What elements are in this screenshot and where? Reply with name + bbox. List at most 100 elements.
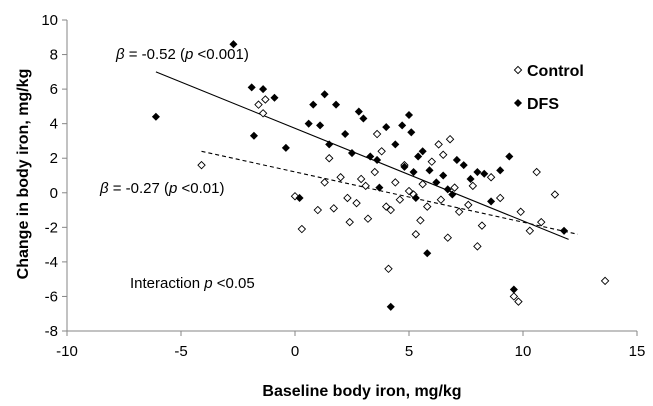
dfs-point [259, 85, 268, 94]
dfs-beta-text: = -0.52 ( [125, 46, 185, 63]
dfs-point [375, 183, 384, 192]
control-point [381, 202, 391, 211]
x-tick-label: -5 [174, 343, 187, 360]
dfs-point [295, 193, 304, 202]
dfs-point [496, 166, 505, 175]
dfs-point [359, 114, 368, 123]
dfs-point [347, 149, 357, 158]
control-point [532, 167, 541, 177]
dfs-point [391, 140, 400, 149]
control-point [445, 134, 455, 144]
interaction-p-text: <0.05 [213, 275, 255, 292]
control-point [468, 181, 478, 191]
dfs-point [473, 168, 482, 177]
legend: Control DFS [513, 63, 584, 113]
dfs-p-symbol: p [184, 46, 193, 63]
legend-control-marker [513, 65, 523, 75]
control-point [418, 179, 427, 189]
legend-control-diamond [513, 65, 523, 75]
y-tick-label: 10 [41, 12, 58, 29]
x-tick-label: 0 [291, 343, 299, 360]
y-tick-label: -4 [45, 254, 58, 271]
dfs-point [373, 155, 382, 164]
control-point [450, 183, 459, 192]
dfs-point [409, 168, 418, 177]
control-point [427, 157, 437, 166]
control-point [525, 226, 535, 236]
dfs-point [452, 155, 461, 164]
dfs-point [325, 140, 334, 149]
dfs-point [459, 161, 468, 170]
interaction-text: Interaction [130, 275, 204, 292]
control-point [423, 202, 432, 211]
control-point [386, 205, 395, 215]
dfs-point [448, 190, 457, 199]
y-axis-ticks: -8 -6 -4 -2 0 2 4 6 8 10 [41, 12, 67, 340]
control-point [514, 297, 523, 306]
legend-dfs-marker [513, 98, 523, 108]
control-point [324, 153, 334, 163]
control-point [313, 205, 323, 215]
dfs-point [432, 178, 441, 187]
control-point [404, 186, 414, 196]
control-point [258, 109, 268, 118]
interaction-p-symbol: p [203, 275, 212, 292]
dfs-fit-line [155, 71, 569, 240]
x-tick-label: -10 [56, 343, 78, 360]
y-tick-label: -2 [45, 219, 58, 236]
control-point [473, 242, 482, 251]
control-point [320, 178, 329, 187]
dfs-point [249, 131, 258, 140]
dfs-point [411, 193, 420, 202]
x-tick-label: 5 [405, 343, 413, 360]
dfs-point [439, 171, 448, 180]
dfs-point [404, 111, 414, 120]
dfs-point [354, 107, 363, 116]
control-point [254, 100, 263, 109]
control-point [345, 217, 354, 227]
dfs-point [366, 152, 375, 161]
dfs-p-text: <0.001) [193, 46, 248, 63]
regression-lines [155, 71, 578, 240]
dfs-point [509, 285, 518, 294]
dfs-point [151, 112, 160, 121]
dfs-point [400, 162, 409, 171]
y-tick-label: 2 [50, 150, 58, 167]
dfs-point [316, 121, 325, 130]
control-point [516, 207, 525, 217]
control-point [600, 276, 610, 286]
dfs-point [505, 152, 514, 161]
dfs-point [341, 130, 350, 139]
control-point [356, 174, 366, 184]
control-point [550, 190, 560, 199]
dfs-point [386, 302, 395, 311]
control-point [443, 233, 452, 242]
dfs-point [487, 197, 496, 206]
dfs-point [309, 100, 318, 109]
control-beta-symbol: β [99, 180, 109, 197]
dfs-point [425, 166, 434, 175]
dfs-point [423, 249, 432, 258]
control-point [329, 204, 338, 213]
control-point [477, 221, 487, 230]
control-point [537, 217, 546, 227]
control-point [361, 181, 370, 191]
control-p-text: <0.01) [177, 180, 224, 197]
control-point [363, 214, 373, 223]
control-point [438, 150, 448, 160]
control-point [416, 216, 425, 225]
control-point [197, 160, 206, 170]
control-point [395, 195, 405, 204]
control-point [336, 172, 345, 182]
axes [66, 20, 637, 332]
control-point [391, 178, 400, 187]
control-fit-line [201, 150, 578, 235]
control-point [297, 224, 307, 234]
dfs-point [480, 169, 489, 178]
y-tick-label: 4 [50, 116, 58, 133]
y-tick-label: -6 [45, 288, 58, 305]
data-points [151, 40, 610, 311]
dfs-point [304, 119, 313, 128]
control-point [486, 172, 496, 182]
